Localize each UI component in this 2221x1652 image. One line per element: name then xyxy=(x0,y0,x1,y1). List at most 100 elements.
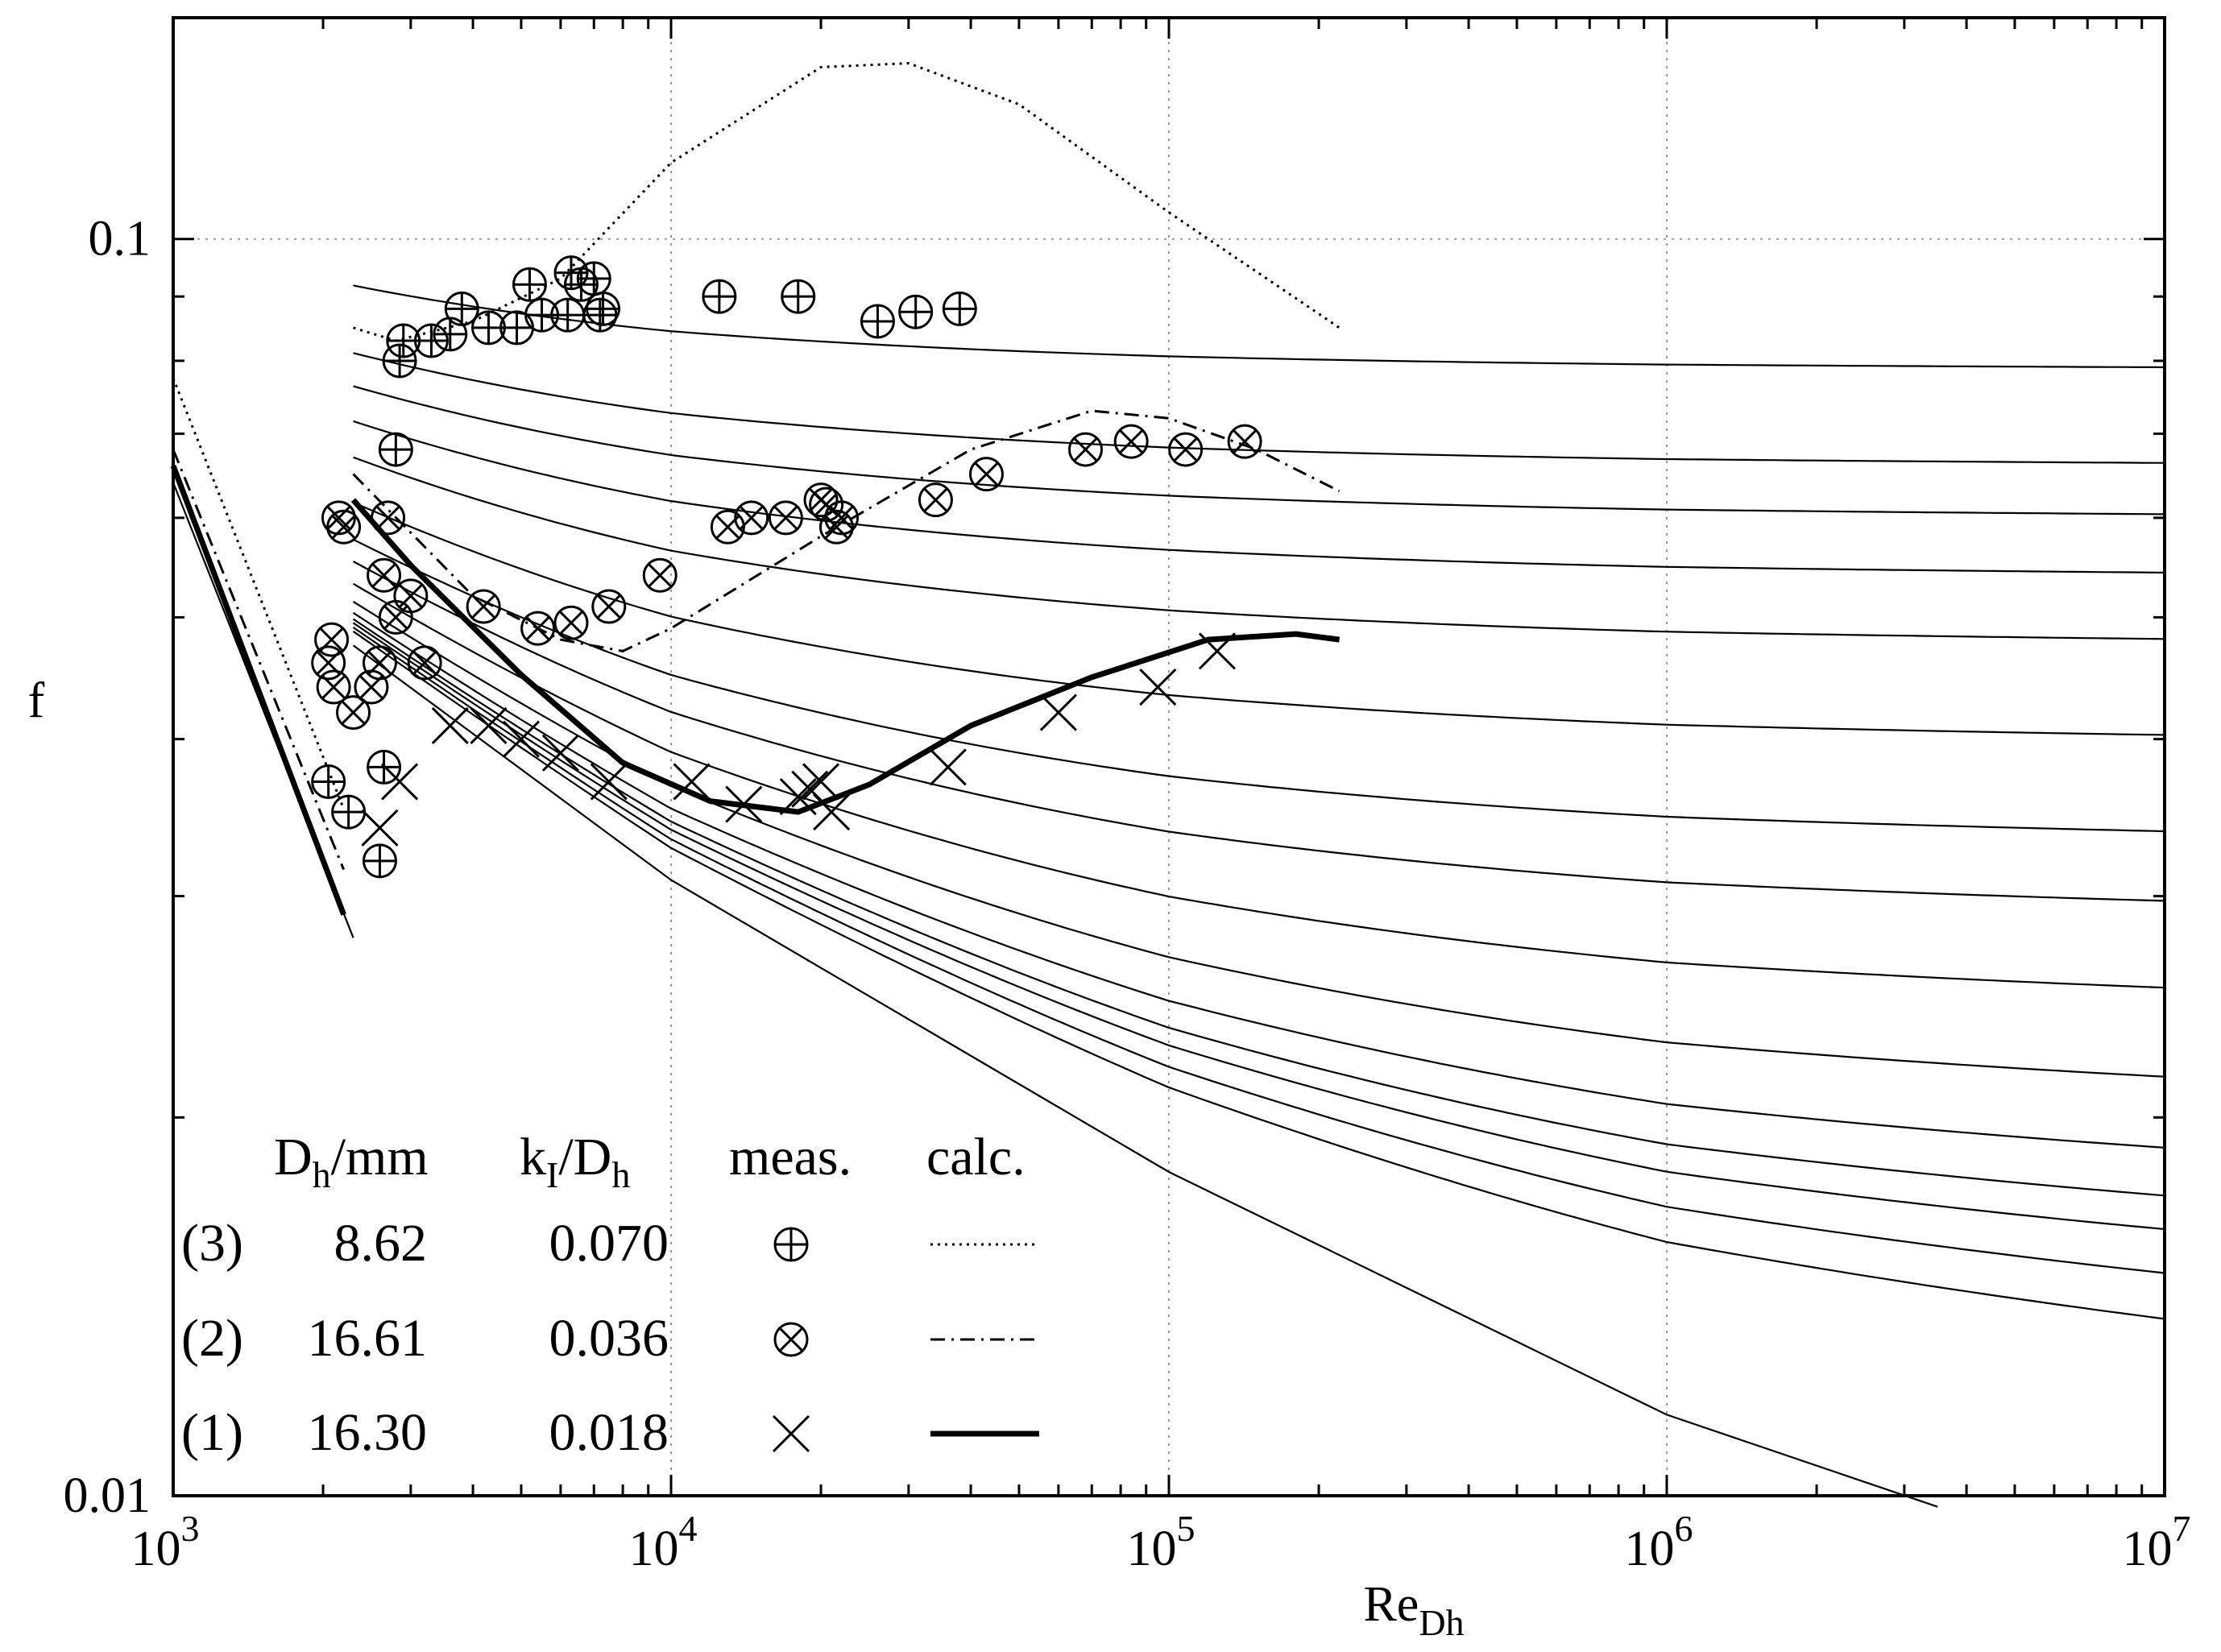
legend-row-k: 0.036 xyxy=(549,1309,669,1368)
cross-marker xyxy=(502,720,541,758)
circle-cross-marker xyxy=(1067,432,1103,467)
cross-marker xyxy=(813,793,851,831)
reference-curve xyxy=(352,600,2165,1078)
marker-circle xyxy=(1067,432,1103,467)
circle-plus-marker xyxy=(586,291,621,326)
marker-cross-b xyxy=(321,674,346,700)
cross-marker xyxy=(725,785,763,823)
marker-cross-b xyxy=(502,720,541,758)
legend-row-id: (2) xyxy=(181,1309,243,1368)
series-line-thick-solid xyxy=(350,498,1340,815)
marker-cross-b xyxy=(778,1327,804,1352)
marker-circle xyxy=(336,695,371,731)
marker-cross-b xyxy=(772,1414,810,1453)
smooth-pipe-curve xyxy=(352,644,1938,1508)
marker-cross-b xyxy=(558,611,584,636)
legend-row-id: (1) xyxy=(181,1403,243,1462)
marker-circle xyxy=(367,557,402,593)
cross-marker xyxy=(1139,668,1177,706)
circle-cross-marker xyxy=(773,1322,809,1357)
reference-curves xyxy=(172,284,2165,1508)
series-laminar-thick-solid xyxy=(170,465,346,916)
legend-header-meas: meas. xyxy=(729,1128,852,1186)
circle-cross-marker xyxy=(768,500,803,536)
marker-circle xyxy=(968,457,1004,492)
series-line-dotted xyxy=(353,61,1340,342)
marker-circle xyxy=(773,1322,809,1357)
circle-cross-marker xyxy=(520,611,556,646)
marker-circle xyxy=(393,578,429,614)
circle-cross-marker xyxy=(824,500,860,536)
y-tick-label: 0.01 xyxy=(64,1468,151,1523)
circle-plus-marker xyxy=(382,343,417,379)
marker-circle xyxy=(316,669,351,705)
y-tick-label: 0.1 xyxy=(89,212,151,267)
marker-circle xyxy=(1113,424,1149,459)
marker-cross-b xyxy=(1039,694,1077,731)
legend-header-dh: Dh/mm xyxy=(274,1128,429,1195)
circle-cross-marker xyxy=(407,645,442,681)
marker-cross-b xyxy=(381,763,419,801)
marker-cross-b xyxy=(361,809,399,847)
marker-circle xyxy=(818,509,854,544)
reference-curve xyxy=(353,501,2165,736)
cross-marker xyxy=(929,748,967,786)
marker-cross-b xyxy=(470,594,496,619)
marker-cross-b xyxy=(923,487,948,512)
reference-curve xyxy=(352,611,2165,1149)
series-line-dash-dot xyxy=(352,409,1340,652)
marker-cross-b xyxy=(929,748,967,786)
legend-header-calc: calc. xyxy=(926,1128,1026,1186)
marker-cross-b xyxy=(802,763,840,801)
circle-plus-marker xyxy=(311,764,346,799)
legend-row-dh: 16.30 xyxy=(308,1403,428,1462)
x-tick-label: 107 xyxy=(2123,1508,2191,1576)
marker-cross-b xyxy=(412,650,437,676)
legend-row-k: 0.070 xyxy=(549,1214,669,1273)
cross-marker xyxy=(802,763,840,801)
legend-row-dh: 16.61 xyxy=(308,1309,428,1368)
marker-circle xyxy=(407,645,442,681)
x-tick-label: 104 xyxy=(629,1508,698,1576)
marker-cross-b xyxy=(1198,632,1236,670)
circle-cross-marker xyxy=(734,500,769,536)
marker-cross-b xyxy=(319,627,344,652)
circle-plus-marker xyxy=(702,279,737,314)
cross-marker xyxy=(772,1414,810,1453)
reference-curve xyxy=(353,538,2165,833)
x-tick-label: 103 xyxy=(131,1508,200,1576)
circle-cross-marker xyxy=(336,695,371,731)
marker-circle xyxy=(1227,424,1262,459)
reference-curve xyxy=(352,630,2165,1320)
legend-row-k: 0.018 xyxy=(549,1403,669,1462)
circle-cross-marker xyxy=(362,645,397,681)
data-series xyxy=(170,61,1340,916)
reference-curve xyxy=(352,618,2165,1197)
reference-curve xyxy=(353,420,2165,573)
marker-circle xyxy=(321,500,356,536)
marker-cross-b xyxy=(470,706,508,744)
legend: Dh/mm kI/Dh meas. calc. (3) 8.62 0.070 (2) 1… xyxy=(181,1128,1039,1462)
grid-lines xyxy=(173,18,2165,1496)
reference-curve xyxy=(353,385,2165,515)
cross-marker xyxy=(590,763,628,801)
marker-circle xyxy=(371,500,406,536)
x-tick-label: 105 xyxy=(1127,1508,1195,1576)
marker-circle xyxy=(768,500,803,536)
marker-cross-b xyxy=(1139,668,1177,706)
marker-circle xyxy=(553,605,589,640)
marker-cross-b xyxy=(431,706,469,744)
circle-plus-marker xyxy=(773,1227,809,1262)
circle-plus-marker xyxy=(444,291,479,326)
series-laminar-dash-dot xyxy=(172,449,346,871)
circle-plus-marker xyxy=(781,279,816,314)
circle-plus-marker xyxy=(550,297,586,333)
marker-cross-b xyxy=(398,583,424,609)
marker-cross-b xyxy=(367,650,392,676)
marker-cross-b xyxy=(341,700,366,725)
y-axis-label: f xyxy=(28,673,45,728)
marker-cross-b xyxy=(829,505,854,531)
marker-cross-b xyxy=(1173,437,1198,462)
reference-curve xyxy=(353,284,2165,369)
marker-cross-b xyxy=(648,563,673,588)
